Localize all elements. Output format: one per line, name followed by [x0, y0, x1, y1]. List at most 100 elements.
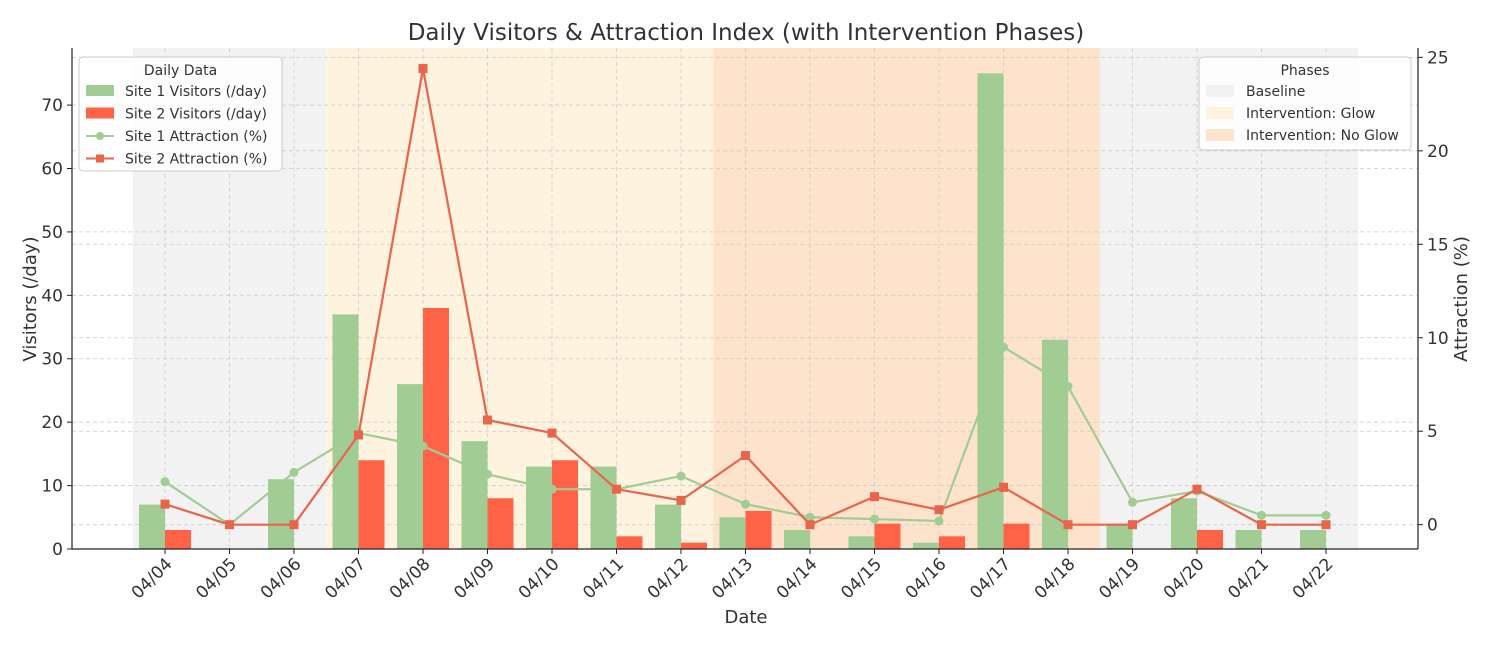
y-right-tick-label-10: 10: [1427, 329, 1449, 349]
legend-daily-data: Daily Data Site 1 Visitors (/day) Site 2 V…: [78, 56, 283, 172]
point-site-1-attraction-04-17: [999, 342, 1008, 352]
bar-site-1-visitors-day-04-04: [139, 504, 165, 549]
x-tick-label-04-18: 04/18: [1031, 554, 1080, 603]
lines: [160, 64, 1331, 530]
bar-site-1-visitors-day-04-20: [1171, 498, 1197, 549]
point-site-2-attraction-04-19: [1128, 520, 1137, 530]
bar-site-2-visitors-day-04-08: [423, 308, 449, 549]
point-site-1-attraction-04-19: [1128, 497, 1137, 507]
bar-site-2-visitors-day-04-17: [1003, 523, 1030, 549]
bar-site-1-visitors-day-04-14: [784, 529, 810, 549]
y-left-tick-label-50: 50: [41, 223, 63, 243]
point-site-2-attraction-04-21: [1257, 520, 1266, 530]
legend-marker-site-2-attraction: [96, 154, 104, 163]
x-tick-label-04-05: 04/05: [192, 554, 241, 603]
y-left-tick-label-40: 40: [41, 286, 63, 306]
y-left-tick-label-60: 60: [41, 159, 63, 179]
legend-phase-swatch-intervention-glow: [1206, 107, 1234, 119]
point-site-2-attraction-04-15: [870, 492, 879, 502]
bar-site-1-visitors-day-04-21: [1235, 529, 1262, 549]
x-tick-label-04-14: 04/14: [773, 554, 822, 603]
x-tick-label-04-09: 04/09: [450, 554, 499, 603]
legend-phases-box: [1198, 56, 1412, 151]
bars: [139, 73, 1326, 549]
point-site-1-attraction-04-16: [934, 516, 944, 526]
y-left-tick-label-0: 0: [52, 540, 63, 560]
y-right-tick-label-25: 25: [1427, 48, 1449, 68]
bar-site-1-visitors-day-04-10: [526, 466, 552, 549]
bar-site-2-visitors-day-04-12: [681, 542, 707, 549]
y-axis-left-title: Visitors (/day): [20, 236, 41, 361]
bar-site-2-visitors-day-04-11: [616, 536, 643, 549]
point-site-2-attraction-04-08: [418, 64, 428, 74]
bar-site-2-visitors-day-04-07: [358, 460, 385, 549]
legend-phase-label-intervention-no-glow: Intervention: No Glow: [1246, 128, 1399, 144]
legend-phase-swatch-intervention-no-glow: [1206, 129, 1234, 141]
legend-label-site-1-attraction: Site 1 Attraction (%): [125, 129, 268, 145]
y-left-tick-label-30: 30: [41, 350, 63, 370]
y-right-tick-label-0: 0: [1427, 516, 1438, 536]
legend-label-site-2-attraction: Site 2 Attraction (%): [125, 152, 268, 168]
legend-swatch-site-2-visitors-day: [86, 107, 114, 119]
bar-site-1-visitors-day-04-22: [1300, 529, 1326, 549]
bar-site-1-visitors-day-04-12: [655, 504, 681, 549]
point-site-2-attraction-04-18: [1063, 520, 1073, 530]
bar-site-1-visitors-day-04-13: [719, 517, 746, 549]
chart-title: Daily Visitors & Attraction Index (with …: [408, 20, 1085, 46]
bar-site-2-visitors-day-04-15: [874, 523, 901, 549]
y-left-tick-label-20: 20: [41, 413, 63, 433]
bar-site-1-visitors-day-04-15: [848, 536, 875, 549]
x-tick-label-04-06: 04/06: [257, 554, 306, 603]
bar-site-2-visitors-day-04-09: [487, 498, 514, 549]
x-tick-label-04-20: 04/20: [1160, 554, 1209, 603]
x-tick-label-04-10: 04/10: [515, 554, 564, 603]
y-right-tick-label-5: 5: [1427, 422, 1438, 442]
phase-band-intervention-no-glow-2: [713, 48, 1101, 549]
x-tick-label-04-22: 04/22: [1289, 554, 1338, 603]
x-tick-label-04-11: 04/11: [579, 554, 628, 603]
legend-marker-site-1-attraction: [96, 132, 104, 140]
legend-label-site-2-visitors-day: Site 2 Visitors (/day): [125, 107, 267, 123]
point-site-2-attraction-04-14: [805, 520, 815, 530]
point-site-2-attraction-04-12: [676, 495, 686, 505]
point-site-2-attraction-04-22: [1321, 520, 1331, 530]
bar-site-1-visitors-day-04-09: [461, 441, 488, 549]
bar-site-2-visitors-day-04-20: [1197, 529, 1223, 549]
point-site-1-attraction-04-14: [805, 512, 815, 522]
x-tick-label-04-08: 04/08: [386, 554, 435, 603]
bar-site-2-visitors-day-04-13: [745, 510, 772, 549]
y-right-tick-label-15: 15: [1427, 235, 1449, 255]
x-tick-label-04-15: 04/15: [837, 554, 886, 603]
bar-site-1-visitors-day-04-17: [977, 73, 1004, 549]
point-site-1-attraction-04-08: [418, 441, 428, 451]
point-site-2-attraction-04-09: [483, 415, 492, 425]
phase-band-intervention-glow-1: [326, 48, 714, 549]
x-tick-label-04-21: 04/21: [1224, 554, 1273, 603]
legend-phase-label-intervention-glow: Intervention: Glow: [1246, 106, 1375, 122]
bar-site-1-visitors-day-04-18: [1042, 339, 1068, 549]
point-site-2-attraction-04-07: [354, 430, 363, 440]
legend-phases-title: Phases: [1280, 63, 1329, 79]
bar-site-1-visitors-day-04-08: [397, 384, 423, 549]
point-site-2-attraction-04-10: [547, 428, 557, 438]
point-site-1-attraction-04-18: [1063, 381, 1073, 391]
point-site-2-attraction-04-05: [225, 520, 234, 530]
x-tick-label-04-17: 04/17: [966, 554, 1015, 603]
phase-bands: [132, 48, 1359, 549]
x-tick-label-04-12: 04/12: [644, 554, 693, 603]
x-tick-label-04-16: 04/16: [902, 554, 951, 603]
x-tick-label-04-13: 04/13: [708, 554, 757, 603]
point-site-2-attraction-04-13: [741, 451, 750, 461]
point-site-1-attraction-04-09: [483, 469, 492, 479]
point-site-1-attraction-04-04: [160, 477, 170, 487]
x-tick-label-04-07: 04/07: [321, 554, 370, 603]
point-site-1-attraction-04-13: [741, 499, 750, 509]
x-axis-title: Date: [724, 607, 767, 628]
point-site-1-attraction-04-22: [1321, 510, 1331, 520]
point-site-2-attraction-04-06: [289, 520, 299, 530]
y-left-tick-label-10: 10: [41, 477, 63, 497]
legend-label-site-1-visitors-day: Site 1 Visitors (/day): [125, 84, 267, 100]
x-tick-label-04-04: 04/04: [128, 554, 177, 603]
bar-site-2-visitors-day-04-04: [165, 529, 191, 549]
